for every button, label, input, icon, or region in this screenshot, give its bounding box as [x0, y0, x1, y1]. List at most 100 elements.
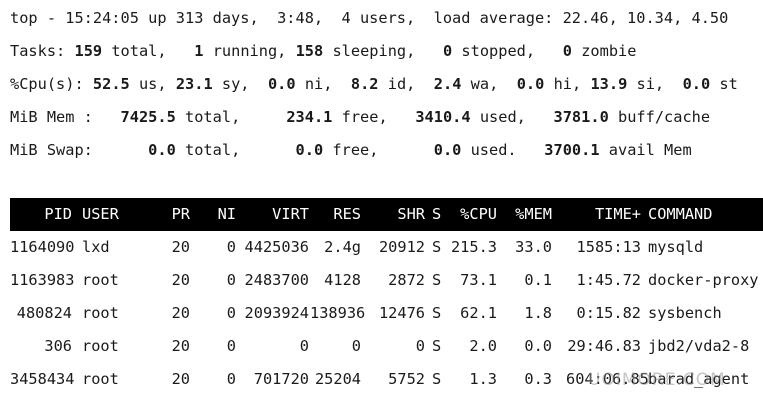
mem-buff-label: buff/cache [618, 108, 711, 126]
cell-mem: 0.3 [524, 370, 552, 388]
header-time[interactable]: TIME+ [594, 205, 641, 223]
cell-user: root [82, 304, 119, 322]
cell-command: mysqld [648, 238, 704, 256]
cpu-si: 13.9 [590, 75, 628, 93]
process-table: PID USER PR NI VIRT RES SHR S %CPU %MEM … [10, 198, 763, 396]
header-mem[interactable]: %MEM [515, 205, 552, 223]
cpu-sy: 23.1 [175, 75, 213, 93]
mem-buff: 3781.0 [553, 108, 609, 126]
header-shr[interactable]: SHR [397, 205, 425, 223]
table-row[interactable]: 480824 root 20 0 2093924 138936 12476 S … [10, 297, 763, 330]
cell-s: S [432, 304, 442, 322]
cpu-line: %Cpu(s): 52.5 us, 23.1 sy, 0.0 ni, 8.2 i… [10, 72, 738, 96]
cpu-hi: 0.0 [516, 75, 545, 93]
tasks-label: Tasks: [10, 42, 66, 60]
watermark: UOIMORE.COM [588, 370, 726, 390]
cell-pid: 3458434 [10, 370, 75, 388]
cpu-wa: 2.4 [433, 75, 462, 93]
mem-free: 234.1 [286, 108, 333, 126]
cpu-us: 52.5 [92, 75, 130, 93]
tasks-total-label: total, [111, 42, 167, 60]
tasks-total: 159 [74, 42, 103, 60]
cell-user: root [82, 337, 119, 355]
cell-shr: 2872 [388, 271, 425, 289]
header-command[interactable]: COMMAND [648, 205, 713, 223]
swap-total-label: total, [185, 141, 241, 159]
table-row[interactable]: 1164090 lxd 20 0 4425036 2.4g 20912 S 21… [10, 231, 763, 264]
swap-avail-label: avail Mem [608, 141, 692, 159]
header-s[interactable]: S [432, 205, 442, 223]
swap-avail: 3700.1 [544, 141, 600, 159]
mem-used: 3410.4 [415, 108, 471, 126]
cell-shr: 12476 [378, 304, 425, 322]
tasks-sleeping: 158 [295, 42, 324, 60]
cell-res: 4128 [324, 271, 361, 289]
mem-total-label: total, [185, 108, 241, 126]
table-row[interactable]: 1163983 root 20 0 2483700 4128 2872 S 73… [10, 264, 763, 297]
cell-user: root [82, 271, 119, 289]
cpu-st: 0.0 [682, 75, 711, 93]
tasks-zombie: 0 [562, 42, 572, 60]
cell-pid: 1164090 [10, 238, 75, 256]
cpu-ni-label: ni, [304, 75, 333, 93]
tasks-zombie-label: zombie [581, 42, 637, 60]
header-pr[interactable]: PR [171, 205, 190, 223]
cell-mem: 1.8 [524, 304, 552, 322]
swap-used: 0.0 [433, 141, 462, 159]
cell-time: 1:45.72 [576, 271, 641, 289]
tasks-running-label: running, [212, 42, 287, 60]
cell-s: S [432, 238, 442, 256]
cell-pr: 20 [171, 271, 190, 289]
cell-time: 604:06.85 [566, 370, 649, 388]
cell-pr: 20 [171, 370, 190, 388]
cell-time: 0:15.82 [576, 304, 641, 322]
cell-ni: 0 [226, 304, 236, 322]
cell-virt: 4425036 [244, 238, 309, 256]
cpu-id-label: id, [387, 75, 416, 93]
mem-total: 7425.5 [120, 108, 176, 126]
cell-pid: 480824 [16, 304, 72, 322]
cell-pr: 20 [171, 238, 190, 256]
mem-used-label: used, [479, 108, 526, 126]
cell-command: sysbench [648, 304, 722, 322]
header-res[interactable]: RES [333, 205, 361, 223]
cell-ni: 0 [226, 238, 236, 256]
cell-virt: 2093924 [244, 304, 309, 322]
cell-shr: 20912 [378, 238, 425, 256]
header-ni[interactable]: NI [217, 205, 236, 223]
swap-line: MiB Swap: 0.0 total, 0.0 free, 0.0 used.… [10, 138, 692, 162]
cell-cpu: 1.3 [469, 370, 497, 388]
cell-ni: 0 [226, 337, 236, 355]
cell-ni: 0 [226, 370, 236, 388]
cell-ni: 0 [226, 271, 236, 289]
cell-shr: 0 [415, 337, 425, 355]
table-row[interactable]: 3458434 root 20 0 701720 25204 5752 S 1.… [10, 363, 763, 396]
cell-cpu: 2.0 [469, 337, 497, 355]
cpu-wa-label: wa, [470, 75, 499, 93]
swap-total: 0.0 [148, 141, 176, 159]
cell-mem: 0.1 [524, 271, 552, 289]
cpu-ni: 0.0 [267, 75, 296, 93]
cell-virt: 0 [299, 337, 309, 355]
cpu-label: %Cpu(s): [10, 75, 84, 93]
tasks-line: Tasks: 159 total, 1 running, 158 sleepin… [10, 39, 636, 63]
cell-virt: 2483700 [244, 271, 309, 289]
cell-pr: 20 [171, 304, 190, 322]
cpu-hi-label: hi, [553, 75, 582, 93]
header-virt[interactable]: VIRT [272, 205, 309, 223]
tasks-stopped: 0 [442, 42, 453, 60]
cell-user: root [82, 370, 119, 388]
cpu-sy-label: sy, [221, 75, 250, 93]
header-pid[interactable]: PID [44, 205, 72, 223]
swap-used-label: used. [470, 141, 517, 159]
swap-free: 0.0 [295, 141, 324, 159]
cell-shr: 5752 [388, 370, 425, 388]
cell-mem: 33.0 [515, 238, 552, 256]
header-user[interactable]: USER [82, 205, 119, 223]
uptime-line: top - 15:24:05 up 313 days, 3:48, 4 user… [10, 9, 729, 27]
cell-cpu: 73.1 [460, 271, 497, 289]
header-cpu[interactable]: %CPU [460, 205, 497, 223]
mem-line: MiB Mem : 7425.5 total, 234.1 free, 3410… [10, 105, 710, 129]
table-row[interactable]: 306 root 20 0 0 0 0 S 2.0 0.0 29:46.83 j… [10, 330, 763, 363]
swap-label: MiB Swap: [10, 141, 93, 159]
